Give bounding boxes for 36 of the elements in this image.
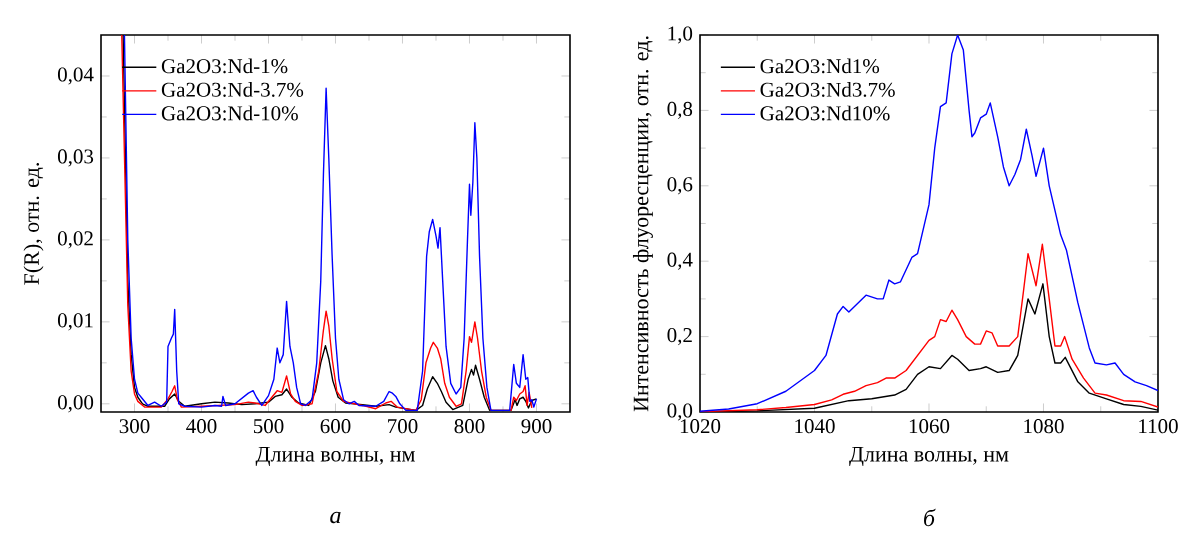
legend-label: Ga2O3:Nd3.7% bbox=[760, 82, 895, 97]
legend-label: Ga2O3:Nd-10% bbox=[161, 105, 298, 121]
x-tick-label: 500 bbox=[253, 419, 284, 434]
y-tick-label: 0,8 bbox=[667, 101, 693, 119]
x-axis-title: Длина волны, нм bbox=[255, 446, 415, 467]
x-tick-label: 1060 bbox=[909, 419, 950, 434]
y-tick-label: 0,4 bbox=[667, 252, 693, 270]
x-tick-label: 600 bbox=[320, 419, 351, 434]
legend-label: Ga2O3:Nd-1% bbox=[161, 58, 288, 74]
x-tick-label: 800 bbox=[454, 419, 485, 434]
y-tick-label: 1,0 bbox=[668, 26, 693, 44]
x-tick-label: 1080 bbox=[1024, 419, 1064, 434]
legend-label: Ga2O3:Nd-3.7% bbox=[161, 82, 304, 97]
y-tick-label: 0,04 bbox=[57, 67, 94, 85]
x-tick-label: 1040 bbox=[795, 419, 835, 434]
legend-label: Ga2O3:Nd10% bbox=[760, 105, 890, 121]
x-axis-title: Длина волны, нм bbox=[849, 446, 1009, 467]
y-tick-label: 0,00 bbox=[57, 395, 94, 413]
y-tick-label: 0,01 bbox=[57, 313, 93, 331]
text: а bbox=[330, 511, 341, 524]
y-tick-label: 0,2 bbox=[667, 328, 692, 346]
y-axis-title: F(R), отн. ед. bbox=[23, 163, 44, 285]
x-tick-label: 300 bbox=[119, 419, 150, 434]
x-tick-label: 400 bbox=[186, 419, 217, 434]
y-tick-label: 0,6 bbox=[667, 177, 693, 195]
x-tick-label: 1020 bbox=[680, 419, 721, 434]
x-tick-label: 700 bbox=[388, 419, 418, 434]
x-tick-label: 900 bbox=[521, 419, 552, 434]
x-tick-label: 1100 bbox=[1139, 419, 1178, 434]
line-series bbox=[700, 35, 1158, 412]
y-tick-label: 0,02 bbox=[57, 231, 93, 249]
y-tick-label: 0,0 bbox=[667, 403, 693, 421]
text: б bbox=[924, 508, 936, 527]
y-tick-label: 0,03 bbox=[57, 149, 94, 167]
y-axis-title: Интенсивность флуоресценции, отн. ед. bbox=[632, 36, 653, 412]
legend-label: Ga2O3:Nd1% bbox=[760, 58, 880, 74]
